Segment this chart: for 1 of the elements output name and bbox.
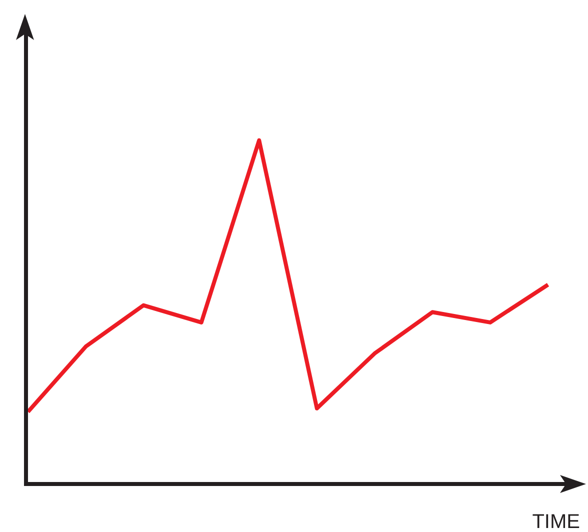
x-axis-title: TIME bbox=[532, 511, 580, 532]
